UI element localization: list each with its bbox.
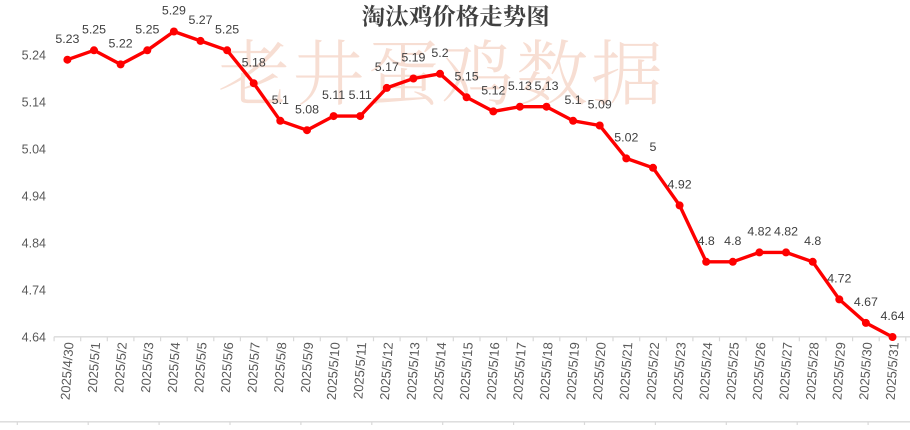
svg-text:5.1: 5.1 xyxy=(564,93,581,107)
svg-text:2025/5/12: 2025/5/12 xyxy=(377,342,396,401)
svg-text:2025/5/4: 2025/5/4 xyxy=(164,342,182,394)
svg-text:2025/5/31: 2025/5/31 xyxy=(883,342,902,401)
svg-text:4.84: 4.84 xyxy=(22,236,46,250)
svg-text:2025/5/2: 2025/5/2 xyxy=(111,342,129,394)
svg-text:2025/5/27: 2025/5/27 xyxy=(776,342,795,401)
svg-text:5.09: 5.09 xyxy=(588,98,612,112)
svg-text:2025/5/24: 2025/5/24 xyxy=(696,342,715,401)
svg-text:5.13: 5.13 xyxy=(534,79,558,93)
svg-text:4.82: 4.82 xyxy=(774,225,798,239)
svg-text:2025/5/5: 2025/5/5 xyxy=(191,342,209,394)
svg-text:4.94: 4.94 xyxy=(22,189,46,203)
svg-text:2025/5/19: 2025/5/19 xyxy=(563,342,582,401)
svg-text:2025/5/18: 2025/5/18 xyxy=(537,342,556,401)
svg-text:2025/5/7: 2025/5/7 xyxy=(244,342,262,394)
svg-text:5.24: 5.24 xyxy=(22,48,46,62)
svg-text:4.64: 4.64 xyxy=(880,309,904,323)
svg-text:2025/5/3: 2025/5/3 xyxy=(138,342,156,394)
svg-text:5.15: 5.15 xyxy=(455,69,479,83)
svg-text:2025/5/22: 2025/5/22 xyxy=(643,342,662,401)
svg-text:2025/5/13: 2025/5/13 xyxy=(403,342,422,401)
svg-text:2025/5/8: 2025/5/8 xyxy=(271,342,289,394)
svg-text:5.08: 5.08 xyxy=(295,102,319,116)
svg-text:5.22: 5.22 xyxy=(109,37,133,51)
svg-text:2025/5/29: 2025/5/29 xyxy=(829,342,848,401)
svg-text:2025/5/28: 2025/5/28 xyxy=(803,342,822,401)
svg-text:2025/5/20: 2025/5/20 xyxy=(590,342,609,401)
svg-text:4.64: 4.64 xyxy=(22,330,46,344)
svg-text:5: 5 xyxy=(650,140,657,154)
svg-text:5.2: 5.2 xyxy=(431,46,448,60)
svg-text:5.18: 5.18 xyxy=(242,55,266,69)
svg-text:2025/5/11: 2025/5/11 xyxy=(350,342,369,400)
svg-text:2025/5/6: 2025/5/6 xyxy=(218,342,236,394)
svg-text:5.12: 5.12 xyxy=(481,84,505,98)
svg-text:2025/5/15: 2025/5/15 xyxy=(457,342,476,401)
svg-text:4.67: 4.67 xyxy=(854,295,878,309)
svg-text:2025/4/30: 2025/4/30 xyxy=(57,342,76,401)
svg-text:5.19: 5.19 xyxy=(401,51,425,65)
svg-text:5.11: 5.11 xyxy=(322,88,345,102)
svg-text:2025/5/16: 2025/5/16 xyxy=(483,342,502,401)
svg-text:2025/5/17: 2025/5/17 xyxy=(510,342,529,401)
svg-text:4.74: 4.74 xyxy=(22,283,46,297)
svg-text:2025/5/25: 2025/5/25 xyxy=(723,342,742,401)
svg-text:5.23: 5.23 xyxy=(55,32,79,46)
svg-text:4.72: 4.72 xyxy=(827,272,851,286)
svg-text:4.8: 4.8 xyxy=(724,234,741,248)
svg-text:5.1: 5.1 xyxy=(272,93,289,107)
svg-text:5.25: 5.25 xyxy=(135,22,159,36)
svg-text:2025/5/14: 2025/5/14 xyxy=(430,342,449,401)
svg-text:5.13: 5.13 xyxy=(508,79,532,93)
svg-text:5.25: 5.25 xyxy=(82,22,106,36)
svg-text:5.27: 5.27 xyxy=(188,13,212,27)
svg-text:5.25: 5.25 xyxy=(215,22,239,36)
svg-text:2025/5/9: 2025/5/9 xyxy=(298,342,316,394)
svg-text:2025/5/26: 2025/5/26 xyxy=(749,342,768,401)
svg-text:4.92: 4.92 xyxy=(668,178,692,192)
svg-text:2025/5/1: 2025/5/1 xyxy=(85,342,103,394)
svg-text:5.17: 5.17 xyxy=(375,60,399,74)
svg-text:2025/5/21: 2025/5/21 xyxy=(616,342,635,401)
svg-text:2025/5/10: 2025/5/10 xyxy=(324,342,343,401)
svg-text:4.8: 4.8 xyxy=(698,234,715,248)
svg-text:5.11: 5.11 xyxy=(349,88,372,102)
svg-text:2025/5/23: 2025/5/23 xyxy=(670,342,689,401)
svg-text:5.14: 5.14 xyxy=(22,95,46,109)
svg-text:4.8: 4.8 xyxy=(804,234,821,248)
svg-text:5.04: 5.04 xyxy=(22,142,46,156)
svg-text:5.02: 5.02 xyxy=(614,131,638,145)
svg-text:2025/5/30: 2025/5/30 xyxy=(856,342,875,401)
svg-text:5.29: 5.29 xyxy=(162,4,186,18)
svg-text:4.82: 4.82 xyxy=(747,225,771,239)
